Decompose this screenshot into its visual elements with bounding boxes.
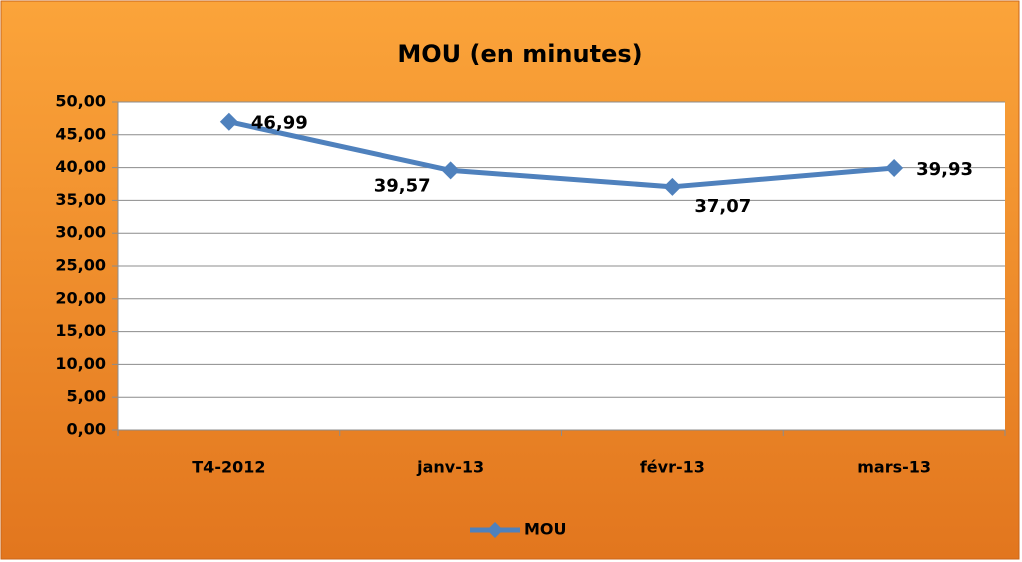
y-tick-label: 40,00 <box>55 157 106 176</box>
y-tick-label: 5,00 <box>67 387 106 406</box>
y-tick-label: 25,00 <box>55 256 106 275</box>
y-tick-label: 45,00 <box>55 124 106 143</box>
y-tick-label: 20,00 <box>55 288 106 307</box>
data-label: 39,93 <box>916 159 973 180</box>
x-tick-label: janv-13 <box>416 458 484 477</box>
y-tick-label: 50,00 <box>55 92 106 111</box>
data-point <box>219 112 238 131</box>
data-label: 37,07 <box>694 196 751 217</box>
data-label: 46,99 <box>251 113 308 134</box>
data-point <box>441 161 460 180</box>
x-tick-label: T4-2012 <box>192 458 265 477</box>
y-tick-label: 35,00 <box>55 190 106 209</box>
legend-label: MOU <box>524 520 567 539</box>
y-tick-label: 30,00 <box>55 223 106 242</box>
y-tick-label: 0,00 <box>67 420 106 439</box>
data-point <box>885 159 904 178</box>
legend-marker <box>487 522 503 538</box>
x-tick-label: mars-13 <box>857 458 931 477</box>
x-tick-label: févr-13 <box>640 458 705 477</box>
series-line <box>228 119 895 190</box>
data-point <box>663 177 682 196</box>
y-tick-label: 10,00 <box>55 354 106 373</box>
chart-title: MOU (en minutes) <box>397 40 642 68</box>
data-label: 39,57 <box>374 175 431 196</box>
y-tick-label: 15,00 <box>55 321 106 340</box>
